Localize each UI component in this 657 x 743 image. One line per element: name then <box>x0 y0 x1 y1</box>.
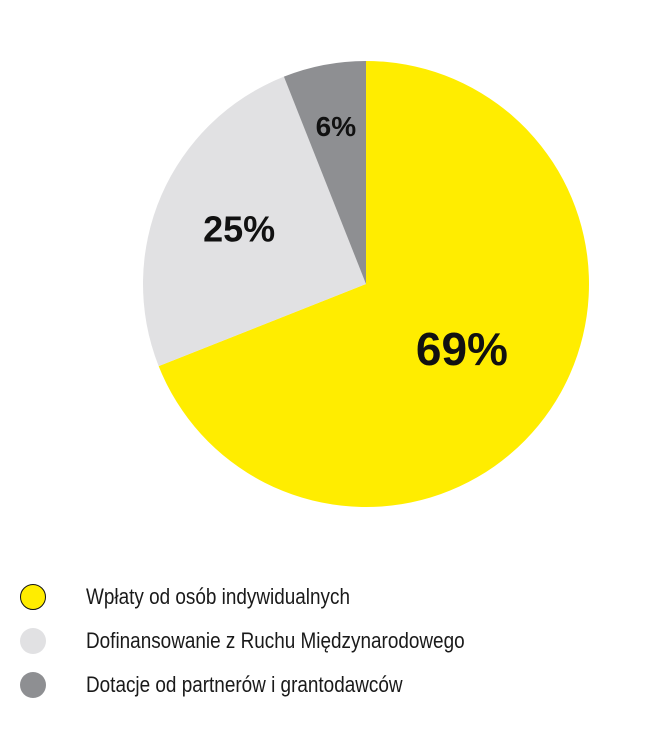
legend-item-partner-grants: Dotacje od partnerów i grantodawców <box>20 672 640 698</box>
pie-slice-individual-donations <box>158 61 589 507</box>
pie-labels: 69% 25% 6% <box>203 111 508 375</box>
legend-swatch-partner-grants <box>20 672 46 698</box>
legend-label-international-movement: Dofinansowanie z Ruchu Międzynarodowego <box>86 628 465 653</box>
legend-item-international-movement: Dofinansowanie z Ruchu Międzynarodowego <box>20 628 640 654</box>
legend-label-individual-donations: Wpłaty od osób indywidualnych <box>86 584 350 609</box>
legend-swatch-international-movement <box>20 628 46 654</box>
pie-slice-partner-grants <box>283 61 366 284</box>
legend-item-individual-donations: Wpłaty od osób indywidualnych <box>20 584 640 610</box>
pie-slice-label-partner-grants: 6% <box>316 111 357 142</box>
legend: Wpłaty od osób indywidualnych Dofinansow… <box>20 584 640 716</box>
pie-chart: 69% 25% 6% <box>142 61 589 507</box>
pie-slices <box>142 61 589 507</box>
legend-label-partner-grants: Dotacje od partnerów i grantodawców <box>86 672 403 697</box>
legend-swatch-individual-donations <box>20 584 46 610</box>
pie-slice-international-movement <box>142 76 366 367</box>
pie-slice-label-international-movement: 25% <box>203 209 275 250</box>
pie-slice-label-individual-donations: 69% <box>416 323 508 375</box>
